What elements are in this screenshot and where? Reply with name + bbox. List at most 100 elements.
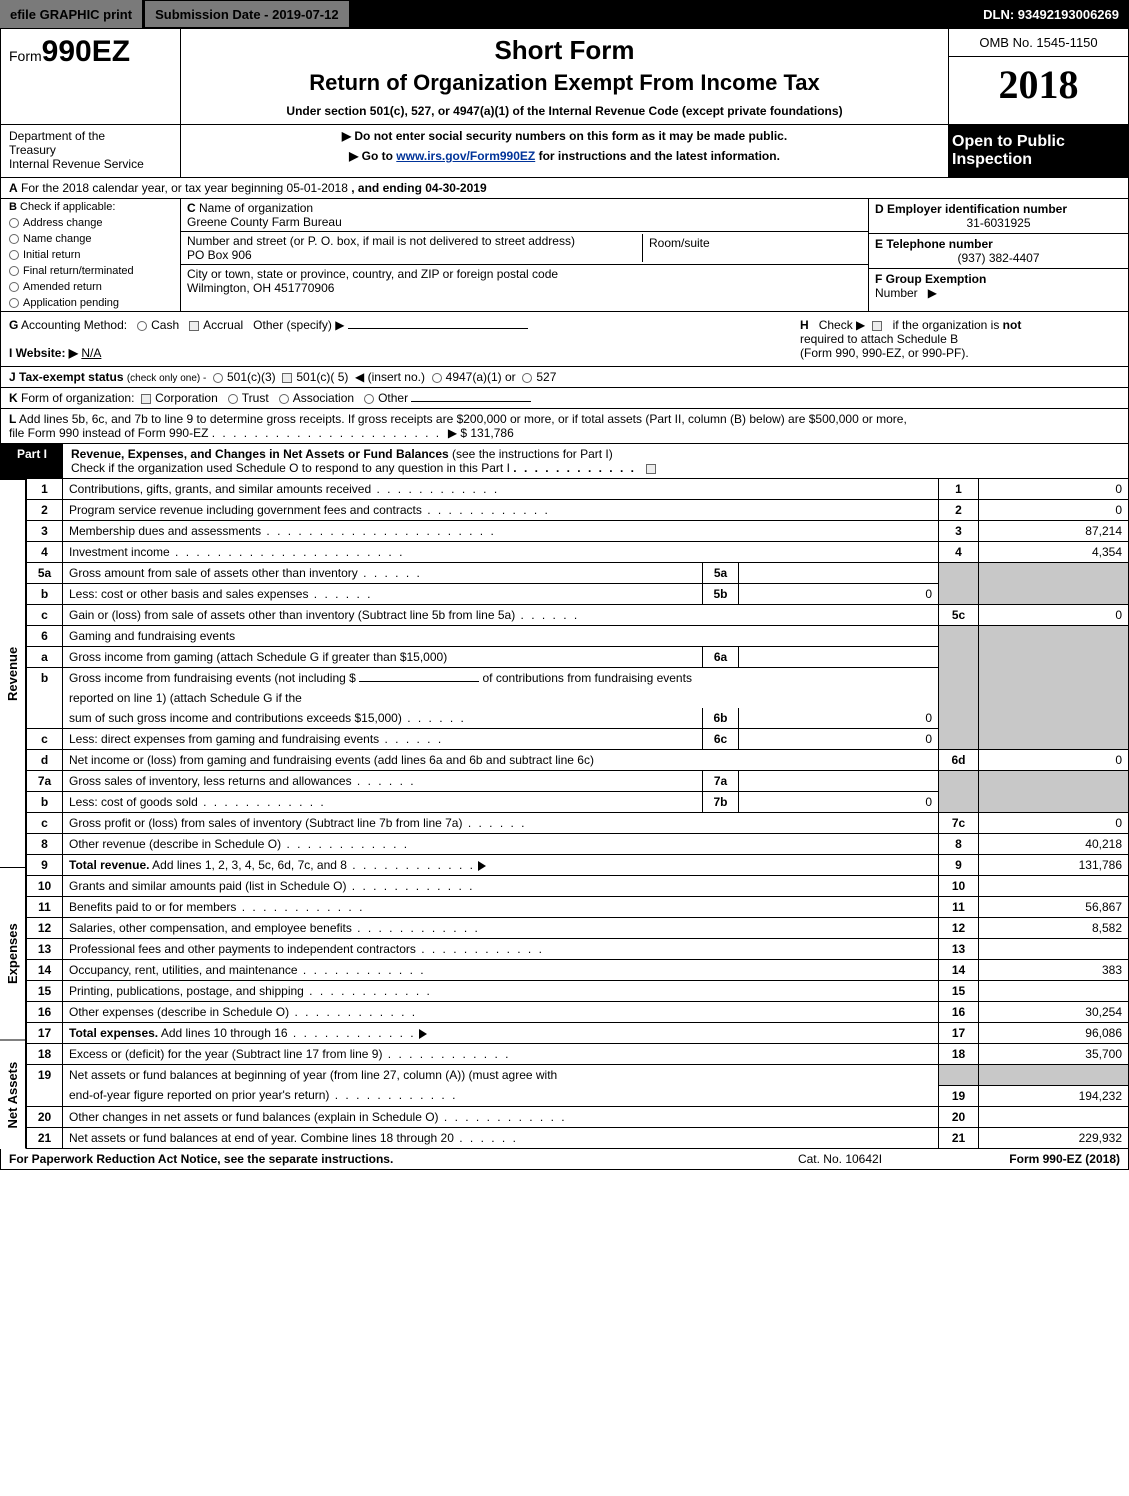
section-a-row: A For the 2018 calendar year, or tax yea… [0,178,1129,199]
part1-title: Revenue, Expenses, and Changes in Net As… [71,447,449,461]
line-17-val: 96,086 [979,1023,1129,1044]
open-public-l2: Inspection [952,151,1124,169]
line-15-val [979,981,1129,1002]
line-16-box: 16 [939,1002,979,1023]
open-public-l1: Open to Public [952,133,1124,151]
line-11-desc: Benefits paid to or for members [69,900,236,914]
line-7-val-shade [979,771,1129,813]
h-label: H [800,318,809,332]
line-21-box: 21 [939,1127,979,1148]
dots-icon [288,1026,416,1040]
line-7c-desc: Gross profit or (loss) from sales of inv… [69,816,462,830]
line-7b-mini: 7b [703,792,739,813]
line-7a-num: 7a [27,771,63,792]
initial-return-label: Initial return [23,249,80,261]
accrual-radio[interactable] [189,321,199,331]
line-11-num: 11 [27,897,63,918]
k-other-input[interactable] [411,401,531,402]
line-13-num: 13 [27,939,63,960]
l-dots [212,426,441,440]
addr-change-checkbox[interactable] [9,218,19,228]
k-trust-checkbox[interactable] [228,394,238,404]
app-pending-label: Application pending [23,297,119,309]
dots-icon [329,1088,457,1102]
line-19-box: 19 [939,1085,979,1106]
dots-icon [346,879,474,893]
h-checkbox[interactable] [872,321,882,331]
line-5c-row: c Gain or (loss) from sale of assets oth… [27,605,1129,626]
line-6d-row: d Net income or (loss) from gaming and f… [27,750,1129,771]
cash-radio[interactable] [137,321,147,331]
name-change-checkbox[interactable] [9,234,19,244]
line-20-desc: Other changes in net assets or fund bala… [69,1110,439,1124]
k-other-checkbox[interactable] [364,394,374,404]
j-527-radio[interactable] [522,373,532,383]
line-5-val-shade [979,563,1129,605]
addr-change-label: Address change [23,217,103,229]
line-11-val: 56,867 [979,897,1129,918]
dots-icon [236,900,364,914]
ein-label: D Employer identification number [875,202,1122,216]
line-20-val [979,1106,1129,1127]
website-value: N/A [81,346,101,360]
line-6-num: 6 [27,626,63,647]
k-assoc-checkbox[interactable] [279,394,289,404]
section-h: H Check ▶ if the organization is not req… [800,318,1120,360]
k-corp-checkbox[interactable] [141,394,151,404]
line-12-val: 8,582 [979,918,1129,939]
initial-return-checkbox[interactable] [9,250,19,260]
line-4-box: 4 [939,542,979,563]
j-501c3-label: 501(c)(3) [227,370,276,384]
short-form-title: Short Form [191,35,938,66]
return-title: Return of Organization Exempt From Incom… [191,70,938,96]
line-6d-box: 6d [939,750,979,771]
irs-link[interactable]: www.irs.gov/Form990EZ [396,149,535,163]
dots-icon [170,545,405,559]
line-21-val: 229,932 [979,1127,1129,1148]
efile-print-button[interactable]: efile GRAPHIC print [0,0,144,28]
app-pending-checkbox[interactable] [9,298,19,308]
dept-line2: Treasury [9,143,172,157]
j-501c3-radio[interactable] [213,373,223,383]
line-6b-num: b [27,668,63,689]
line-21-num: 21 [27,1127,63,1148]
line-18-val: 35,700 [979,1044,1129,1065]
section-l-row: L Add lines 5b, 6c, and 7b to line 9 to … [0,409,1129,444]
other-specify-input[interactable] [348,328,528,329]
line-6b-desc3: reported on line 1) (attach Schedule G i… [69,691,302,705]
line-20-row: 20 Other changes in net assets or fund b… [27,1106,1129,1127]
line-3-val: 87,214 [979,521,1129,542]
group-exemption-arrow: ▶ [928,286,937,300]
line-6d-desc: Net income or (loss) from gaming and fun… [69,753,594,767]
line-17-row: 17 Total expenses. Add lines 10 through … [27,1023,1129,1044]
dots-icon [308,587,372,601]
amended-checkbox[interactable] [9,282,19,292]
line-7a-desc: Gross sales of inventory, less returns a… [69,774,352,788]
section-def-column: D Employer identification number 31-6031… [868,199,1128,311]
j-501c-radio[interactable] [282,373,292,383]
line-7a-row: 7a Gross sales of inventory, less return… [27,771,1129,792]
final-return-checkbox[interactable] [9,266,19,276]
line-19-row1: 19 Net assets or fund balances at beginn… [27,1065,1129,1086]
line-6b-num-blank [27,688,63,708]
line-12-box: 12 [939,918,979,939]
line-19-num: 19 [27,1065,63,1086]
side-label-column: Revenue Expenses Net Assets [0,479,26,1149]
netassets-side-label: Net Assets [0,1040,26,1149]
form-ref: Form 990-EZ (2018) [940,1152,1120,1166]
line-6b-blank[interactable] [359,681,479,682]
final-return-label: Final return/terminated [23,265,134,277]
form-prefix: Form [9,48,42,64]
line-12-num: 12 [27,918,63,939]
form-number-cell: Form990EZ [1,29,181,124]
line-14-num: 14 [27,960,63,981]
gh-row: G Accounting Method: Cash Accrual Other … [0,312,1129,367]
cat-no: Cat. No. 10642I [740,1152,940,1166]
line-17-desc: Total expenses. [69,1026,158,1040]
part1-schedule-o-checkbox[interactable] [646,464,656,474]
line-2-num: 2 [27,500,63,521]
line-9-num: 9 [27,855,63,876]
dots-icon [379,732,443,746]
line-6d-num: d [27,750,63,771]
j-4947-radio[interactable] [432,373,442,383]
